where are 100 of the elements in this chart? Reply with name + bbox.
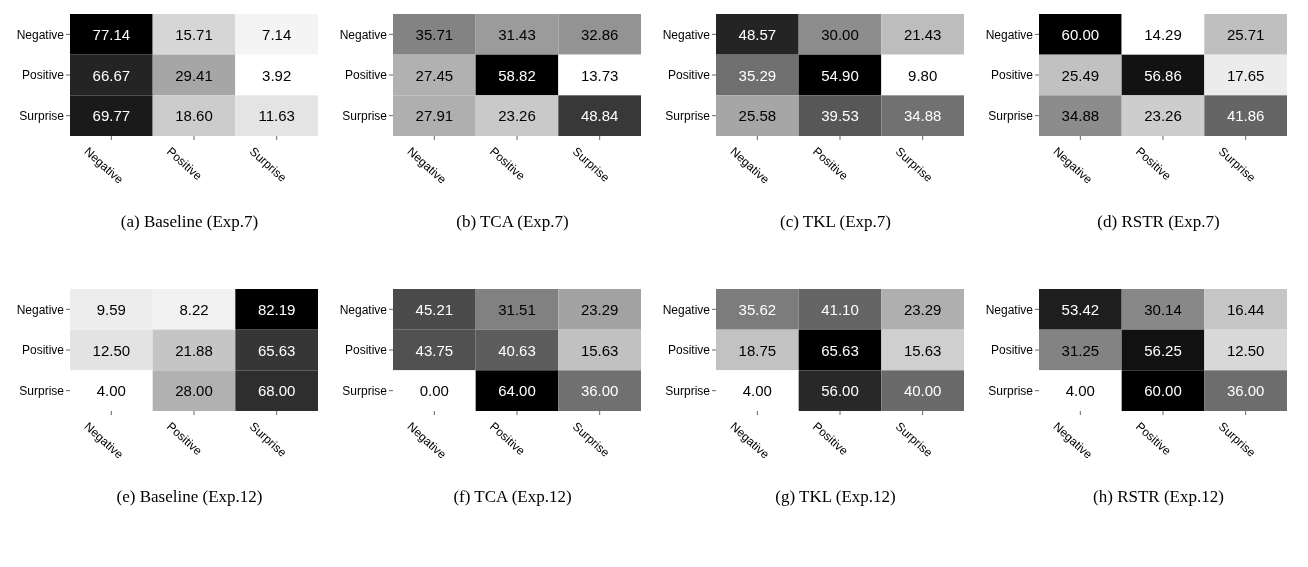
- data-label: 65.63: [257, 341, 296, 359]
- data-label: 12.50: [92, 341, 131, 359]
- data-label: 14.29: [1144, 25, 1182, 43]
- y-tick-label: Negative: [339, 27, 388, 42]
- data-label: 36.00: [1226, 382, 1265, 400]
- data-label: 31.51: [498, 300, 536, 318]
- data-label: 39.53: [821, 107, 859, 125]
- data-label: 31.25: [1061, 341, 1100, 359]
- data-label: 60.00: [1061, 25, 1100, 43]
- text: (h) RSTR (Exp.12): [1092, 487, 1225, 507]
- data-label: 18.75: [738, 341, 777, 359]
- data-label: 15.63: [903, 341, 942, 359]
- text: (a) Baseline (Exp.7): [119, 212, 260, 232]
- y-tick-label: Negative: [16, 302, 65, 317]
- data-label: 34.88: [903, 107, 942, 125]
- data-label: 15.63: [580, 341, 619, 359]
- data-label: 31.43: [498, 25, 536, 43]
- y-tick-label: Negative: [662, 27, 711, 42]
- data-label: 17.65: [1226, 66, 1265, 84]
- data-label: 12.50: [1226, 341, 1265, 359]
- y-tick-label: Surprise: [665, 108, 711, 123]
- data-label: 0.00: [419, 382, 449, 400]
- data-label: 30.14: [1144, 300, 1182, 318]
- data-label: 41.86: [1226, 107, 1265, 125]
- data-label: 15.71: [175, 25, 213, 43]
- data-label: 27.91: [415, 107, 454, 125]
- data-label: 45.21: [415, 300, 454, 318]
- data-label: 40.00: [903, 382, 942, 400]
- y-tick-label: Surprise: [988, 108, 1034, 123]
- data-label: 64.00: [498, 382, 536, 400]
- data-label: 56.25: [1144, 341, 1182, 359]
- data-label: 4.00: [96, 382, 126, 400]
- y-tick-label: Positive: [344, 343, 388, 358]
- data-label: 48.84: [580, 107, 619, 125]
- y-tick-label: Positive: [21, 68, 65, 83]
- data-label: 4.00: [1065, 382, 1095, 400]
- y-tick-label: Negative: [985, 27, 1034, 42]
- y-tick-label: Negative: [662, 302, 711, 317]
- data-label: 68.00: [257, 382, 296, 400]
- y-tick-label: Negative: [339, 302, 388, 317]
- y-tick-label: Negative: [985, 302, 1034, 317]
- data-label: 23.26: [498, 107, 536, 125]
- data-label: 35.62: [738, 300, 777, 318]
- data-label: 28.00: [175, 382, 213, 400]
- data-label: 66.67: [92, 66, 131, 84]
- data-label: 56.86: [1144, 66, 1182, 84]
- data-label: 23.29: [903, 300, 942, 318]
- data-label: 53.42: [1061, 300, 1100, 318]
- data-label: 21.88: [175, 341, 213, 359]
- data-label: 21.43: [903, 25, 942, 43]
- data-label: 35.29: [738, 66, 777, 84]
- data-label: 7.14: [262, 25, 292, 43]
- y-tick-label: Positive: [21, 343, 65, 358]
- data-label: 36.00: [580, 382, 619, 400]
- y-tick-label: Surprise: [342, 383, 388, 398]
- data-label: 65.63: [821, 341, 859, 359]
- data-label: 18.60: [175, 107, 213, 125]
- data-label: 34.88: [1061, 107, 1100, 125]
- y-tick-label: Surprise: [19, 383, 65, 398]
- text: (f) TCA (Exp.12): [452, 487, 573, 507]
- data-label: 8.22: [179, 300, 209, 318]
- data-label: 35.71: [415, 25, 454, 43]
- data-label: 27.45: [415, 66, 454, 84]
- y-tick-label: Positive: [990, 68, 1034, 83]
- data-label: 40.63: [498, 341, 536, 359]
- data-label: 41.10: [821, 300, 859, 318]
- data-label: 32.86: [580, 25, 619, 43]
- data-label: 23.26: [1144, 107, 1182, 125]
- data-label: 54.90: [821, 66, 859, 84]
- data-label: 3.92: [262, 66, 292, 84]
- y-tick-label: Negative: [16, 27, 65, 42]
- data-label: 25.49: [1061, 66, 1100, 84]
- text: (g) TKL (Exp.12): [774, 487, 897, 507]
- y-tick-label: Positive: [667, 343, 711, 358]
- text: (c) TKL (Exp.7): [779, 212, 892, 232]
- data-label: 43.75: [415, 341, 454, 359]
- y-tick-label: Surprise: [342, 108, 388, 123]
- text: (b) TCA (Exp.7): [455, 212, 570, 232]
- y-tick-label: Surprise: [988, 383, 1034, 398]
- text: (d) RSTR (Exp.7): [1096, 212, 1221, 232]
- data-label: 77.14: [92, 25, 131, 43]
- data-label: 69.77: [92, 107, 131, 125]
- y-tick-label: Positive: [667, 68, 711, 83]
- data-label: 58.82: [498, 66, 536, 84]
- data-label: 56.00: [821, 382, 859, 400]
- data-label: 16.44: [1226, 300, 1265, 318]
- y-tick-label: Surprise: [665, 383, 711, 398]
- data-label: 9.59: [96, 300, 126, 318]
- y-tick-label: Positive: [344, 68, 388, 83]
- data-label: 60.00: [1144, 382, 1182, 400]
- data-label: 48.57: [738, 25, 777, 43]
- y-tick-label: Surprise: [19, 108, 65, 123]
- data-label: 25.71: [1226, 25, 1265, 43]
- data-label: 30.00: [821, 25, 859, 43]
- text: (e) Baseline (Exp.12): [115, 487, 264, 507]
- data-label: 11.63: [258, 107, 295, 125]
- y-tick-label: Positive: [990, 343, 1034, 358]
- data-label: 9.80: [908, 66, 938, 84]
- data-label: 4.00: [742, 382, 772, 400]
- data-label: 23.29: [580, 300, 619, 318]
